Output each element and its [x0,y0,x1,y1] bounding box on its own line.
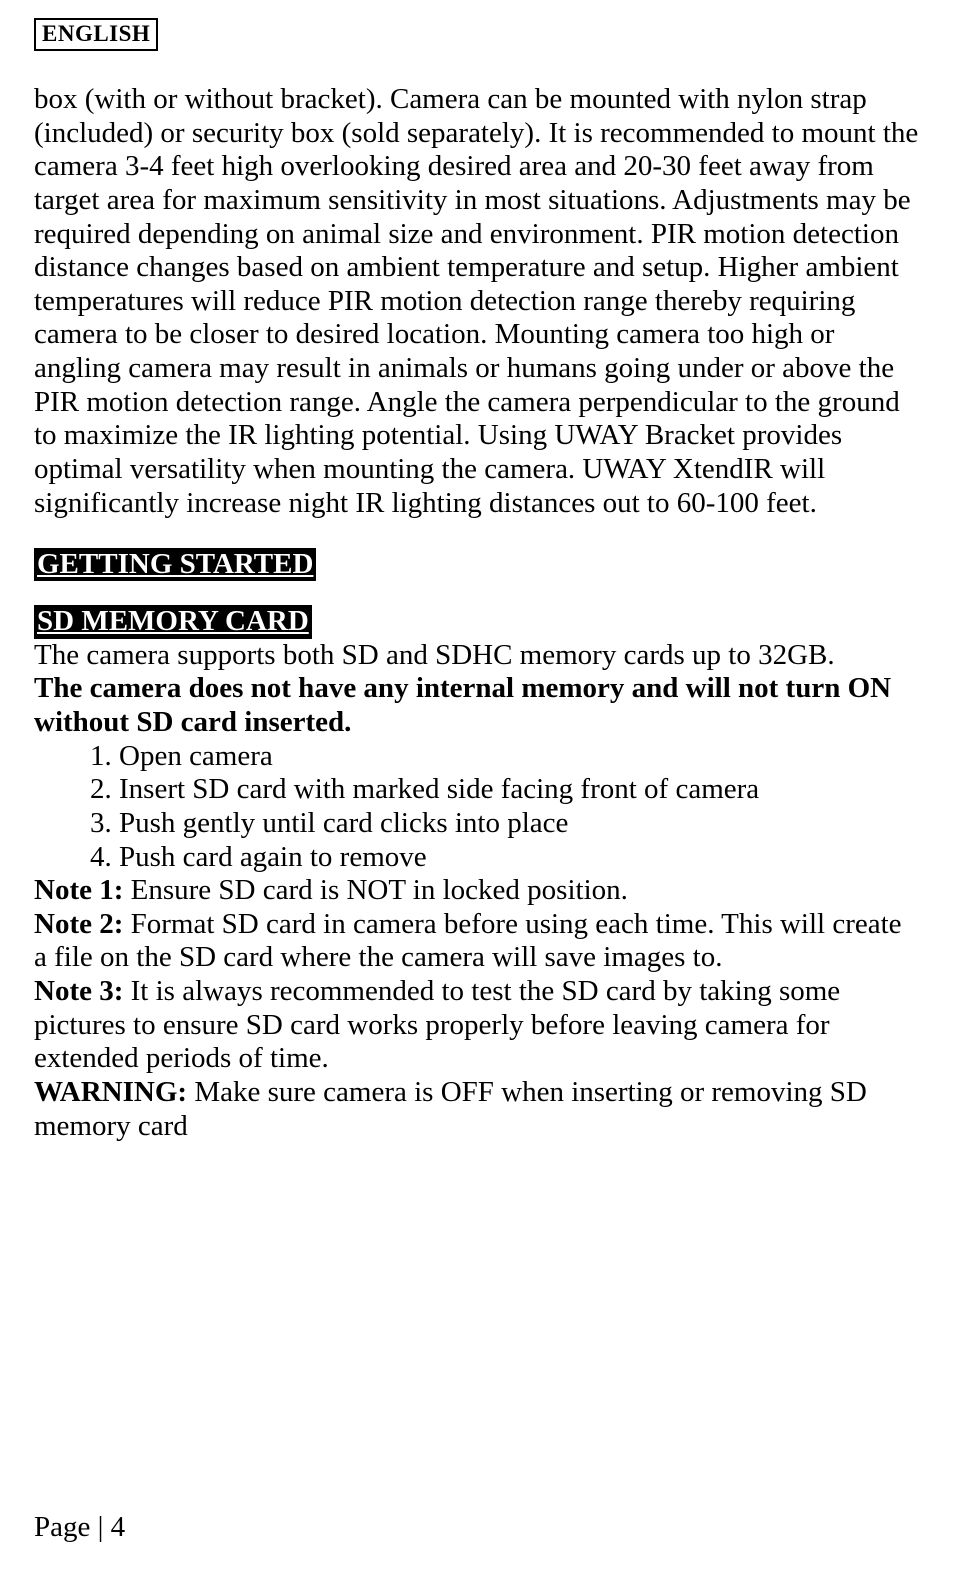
section-heading-getting-started: GETTING STARTED [34,548,920,605]
sd-intro-bold: The camera does not have any internal me… [34,672,891,738]
page-footer: Page | 4 [34,1511,125,1544]
main-body-paragraph: box (with or without bracket). Camera ca… [34,83,920,520]
sd-memory-section: SD MEMORY CARD The camera supports both … [34,605,920,1143]
list-item: 1. Open camera [90,740,920,774]
sd-steps-list: 1. Open camera 2. Insert SD card with ma… [34,740,920,875]
sd-subheading: SD MEMORY CARD [34,605,312,639]
note-1-text: Ensure SD card is NOT in locked position… [123,874,627,906]
language-badge: ENGLISH [34,18,158,51]
list-item: 4. Push card again to remove [90,841,920,875]
note-2-label: Note 2: [34,908,123,940]
note-3-label: Note 3: [34,975,123,1007]
section-heading-label: GETTING STARTED [34,548,316,581]
sd-intro-text: The camera supports both SD and SDHC mem… [34,639,835,671]
warning-label: WARNING: [34,1076,187,1108]
list-item: 2. Insert SD card with marked side facin… [90,773,920,807]
list-item: 3. Push gently until card clicks into pl… [90,807,920,841]
note-1-label: Note 1: [34,874,123,906]
document-page: ENGLISH box (with or without bracket). C… [0,0,960,1578]
note-2-text: Format SD card in camera before using ea… [34,908,902,974]
note-3-text: It is always recommended to test the SD … [34,975,840,1074]
